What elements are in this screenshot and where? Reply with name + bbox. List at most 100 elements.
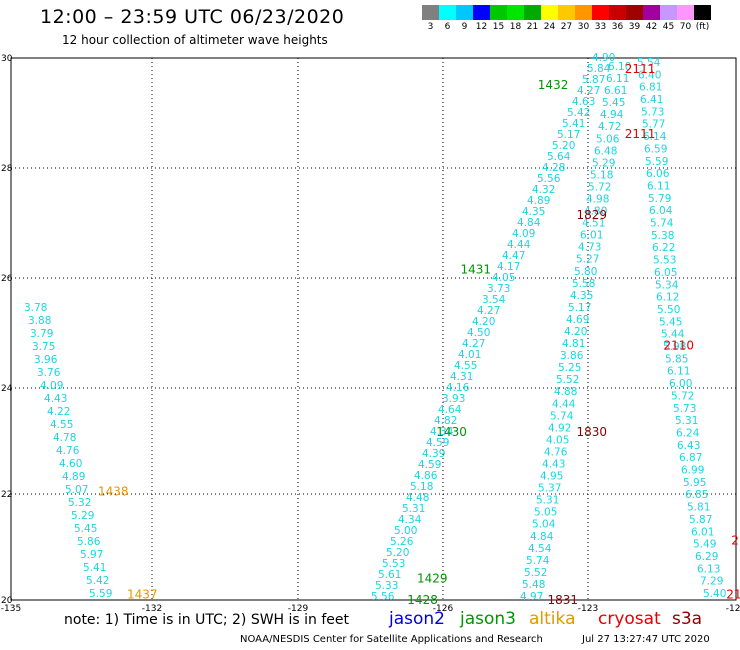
swh-reading: 5.81 — [687, 502, 710, 514]
map-axis-ticks: -135 -132 -129 -126 -123 -124 30 28 26 24 22 20 — [1, 54, 740, 614]
pass-label: 2111 — [625, 127, 656, 141]
track-jason3-a: 5.565.335.615.535.205.265.004.345.314.48… — [371, 52, 615, 603]
colorbar-swatch — [592, 5, 609, 20]
swh-reading: 3.75 — [32, 341, 55, 353]
swh-reading: 3.86 — [560, 350, 584, 362]
swh-reading: 5.31 — [402, 503, 425, 515]
colorbar-swatch — [575, 5, 592, 20]
x-tick-label: -126 — [433, 604, 454, 614]
swh-reading: 5.38 — [651, 230, 674, 242]
swh-reading: 4.34 — [398, 514, 422, 526]
swh-reading: 5.05 — [534, 507, 557, 519]
swh-reading: 4.86 — [414, 470, 438, 482]
swh-reading: 5.95 — [683, 477, 706, 489]
swh-reading: 6.01 — [691, 526, 714, 538]
pass-labels: 1438 1437 1432 1431 1430 1429 1428 1829 1830 1831… — [98, 62, 740, 607]
colorbar-label: 70 — [679, 22, 692, 32]
swh-reading: 4.69 — [566, 314, 589, 326]
colorbar-label: 15 — [492, 22, 505, 32]
generated-timestamp: Jul 27 13:27:47 UTC 2020 — [582, 634, 710, 645]
swh-reading: 5.44 — [661, 329, 685, 341]
swh-reading: 4.17 — [497, 261, 520, 273]
swh-reading: 5.25 — [558, 362, 581, 374]
swh-reading: 5.41 — [83, 562, 106, 574]
colorbar-swatch — [677, 5, 694, 20]
y-tick-label: 22 — [1, 490, 12, 500]
swh-reading: 4.94 — [600, 109, 624, 121]
swh-reading: 6.12 — [656, 292, 679, 304]
swh-reading: 6.85 — [685, 489, 708, 501]
swh-reading: 5.56 — [371, 591, 395, 603]
swh-reading: 5.31 — [675, 415, 698, 427]
swh-reading: 5.20 — [386, 547, 409, 559]
colorbar-swatch — [473, 5, 490, 20]
swh-reading: 6.10 — [608, 61, 631, 73]
swh-reading: 5.52 — [556, 374, 579, 386]
swh-reading: 5.29 — [71, 510, 94, 522]
swh-reading: 5.74 — [650, 218, 674, 230]
swh-reading: 4.20 — [472, 316, 495, 328]
swh-reading: 6.43 — [677, 440, 700, 452]
swh-reading: 5.53 — [382, 558, 405, 570]
swh-reading: 5.74 — [526, 555, 550, 567]
swh-reading: 5.77 — [642, 119, 665, 131]
swh-reading: 4.90 — [592, 52, 615, 64]
swh-reading: 4.89 — [62, 471, 85, 483]
y-tick-label: 26 — [1, 274, 13, 284]
swh-reading: 5.64 — [547, 151, 571, 163]
swh-reading: 5.26 — [390, 536, 414, 548]
swh-reading: 5.17 — [568, 302, 591, 314]
swh-reading: 3.54 — [482, 294, 506, 306]
swh-reading: 4.73 — [578, 242, 601, 254]
colorbar-swatch — [439, 5, 456, 20]
swh-reading: 5.72 — [588, 182, 611, 194]
swh-reading: 5.98 — [663, 341, 686, 353]
swh-reading: 3.73 — [487, 283, 510, 295]
swh-reading: 5.41 — [562, 118, 585, 130]
colorbar-label: 36 — [611, 22, 624, 32]
y-tick-label: 20 — [1, 596, 13, 606]
swh-reading: 5.87 — [689, 514, 712, 526]
swh-reading: 6.06 — [646, 168, 670, 180]
swh-reading: 5.54 — [637, 57, 661, 69]
pass-label: 2111 — [625, 62, 656, 76]
swh-reading: 4.34 — [430, 426, 454, 438]
swh-reading: 6.40 — [638, 69, 661, 81]
swh-reading: 6.24 — [676, 428, 700, 440]
swh-reading: 4.05 — [492, 272, 515, 284]
credit-line: NOAA/NESDIS Center for Satellite Applica… — [240, 634, 543, 645]
swh-reading: 5.48 — [522, 579, 545, 591]
colorbar-label: 39 — [628, 22, 641, 32]
swh-reading: 6.11 — [606, 73, 629, 85]
swh-reading: 3.93 — [442, 393, 465, 405]
swh-reading: 4.09 — [40, 380, 63, 392]
swh-reading: 5.20 — [552, 140, 575, 152]
colorbar-label: 12 — [475, 22, 488, 32]
swh-reading: 6.14 — [643, 131, 667, 143]
swh-reading: 5.59 — [89, 588, 112, 600]
swh-reading: 5.00 — [394, 525, 417, 537]
swh-reading: 4.50 — [467, 327, 490, 339]
x-tick-label: -132 — [142, 604, 162, 614]
swh-reading: 4.43 — [44, 393, 67, 405]
satellite-s3a: s3a — [672, 609, 703, 629]
swh-reading: 5.07 — [65, 484, 88, 496]
colorbar-label: 27 — [560, 22, 573, 32]
pass-label: 1437 — [127, 588, 158, 602]
colorbar-label: 6 — [444, 22, 451, 32]
swh-reading: 5.06 — [596, 133, 620, 145]
swh-reading: 4.44 — [552, 398, 576, 410]
colorbar-swatch — [643, 5, 660, 20]
swh-reading: 5.29 — [592, 157, 615, 169]
swh-reading: 4.59 — [426, 437, 449, 449]
colorbar-swatch — [422, 5, 439, 20]
swh-reading: 4.01 — [458, 349, 481, 361]
satellite-cryosat: cryosat — [598, 609, 661, 629]
swh-reading: 5.72 — [671, 390, 694, 402]
swh-reading: 5.97 — [80, 549, 103, 561]
y-tick-label: 28 — [1, 164, 13, 174]
swh-reading: 4.31 — [450, 371, 473, 383]
swh-reading: 4.54 — [528, 543, 552, 555]
colorbar-label: 3 — [427, 22, 434, 32]
